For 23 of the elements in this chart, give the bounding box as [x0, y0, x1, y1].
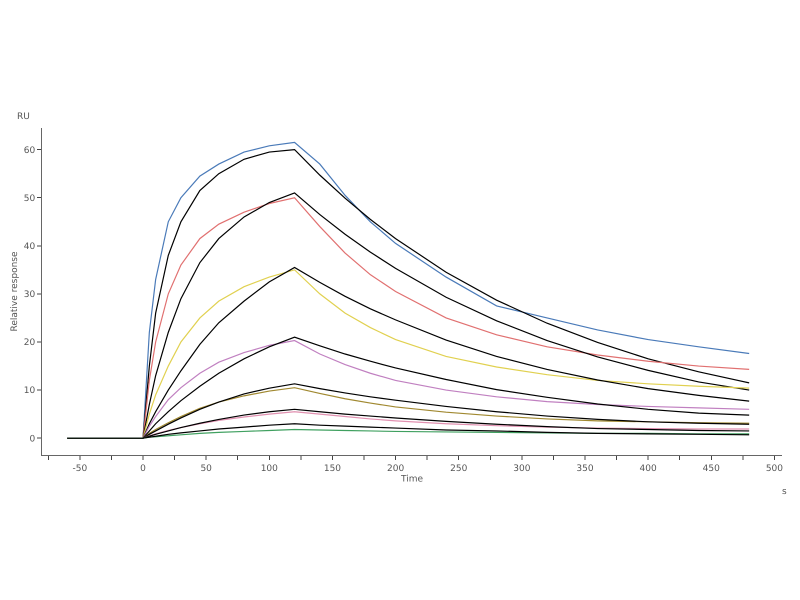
x-tick-label: 450: [702, 464, 720, 474]
x-tick-label: -50: [72, 464, 88, 474]
y-tick-label: 10: [24, 386, 36, 396]
x-tick-label: 500: [766, 464, 784, 474]
x-tick-label: 400: [640, 464, 657, 474]
x-axis-title: Time: [400, 474, 424, 485]
x-tick-label: 150: [324, 464, 342, 474]
y-axis-title: Relative response: [10, 251, 20, 332]
x-tick-label: 300: [513, 464, 531, 474]
x-tick-label: 350: [576, 464, 594, 474]
x-tick-label: 100: [260, 464, 278, 474]
x-tick-label: 0: [140, 464, 146, 474]
y-tick-label: 50: [24, 194, 36, 204]
y-tick-label: 0: [29, 434, 36, 444]
y-tick-label: 20: [24, 338, 36, 348]
x-tick-label: 50: [200, 464, 212, 474]
text: s: [782, 487, 787, 497]
x-tick-label: 250: [450, 464, 468, 474]
x-tick-label: 200: [386, 464, 404, 474]
y-tick-label: 60: [24, 146, 36, 156]
text: RU: [17, 112, 30, 122]
y-tick-label: 40: [24, 242, 36, 252]
y-tick-label: 30: [24, 290, 36, 300]
